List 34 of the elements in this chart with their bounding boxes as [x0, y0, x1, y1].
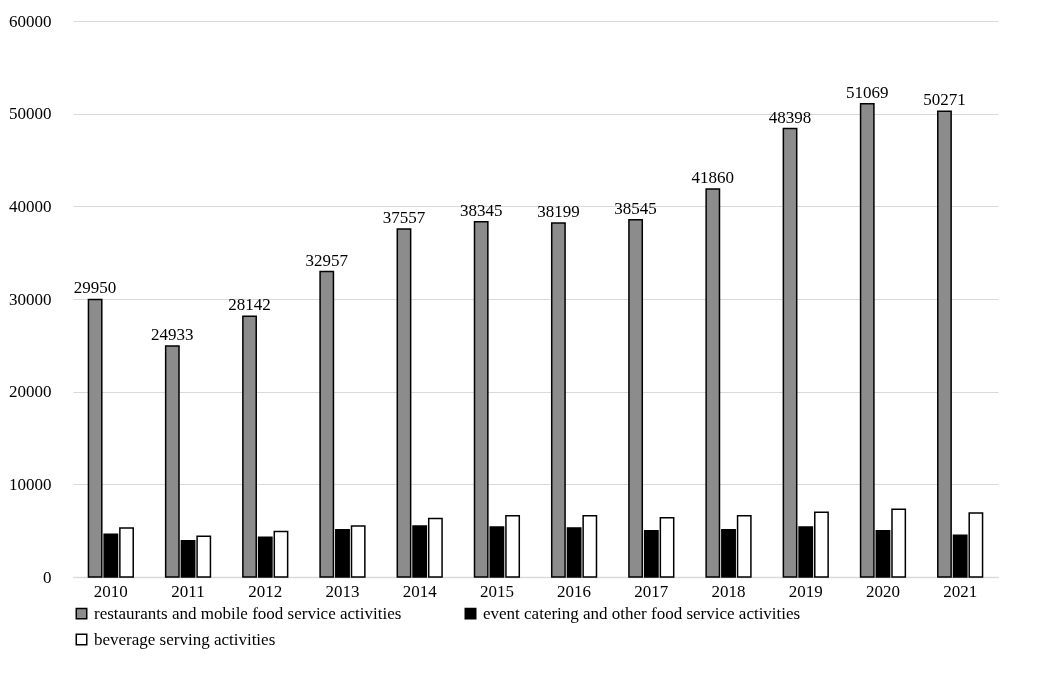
y-tick-label: 50000 [9, 104, 52, 124]
y-tick-label: 0 [43, 567, 52, 587]
x-tick-label: 2013 [325, 581, 360, 601]
legend-label: event catering and other food service activities [483, 603, 801, 623]
x-tick-label: 2014 [402, 581, 438, 601]
data-label: 50271 [923, 90, 966, 110]
data-label: 28142 [228, 295, 271, 315]
data-label: 38345 [459, 200, 503, 220]
x-tick-label: 2021 [943, 581, 978, 601]
legend-label: restaurants and mobile food service activities [94, 603, 402, 623]
data-label: 51069 [845, 82, 889, 102]
x-tick-label: 2018 [711, 581, 746, 601]
x-tick-label: 2019 [788, 581, 823, 601]
y-tick-label: 30000 [9, 289, 52, 309]
x-tick-label: 2011 [171, 581, 205, 601]
y-tick-label: 20000 [9, 382, 52, 402]
x-tick-label: 2010 [93, 581, 128, 601]
x-tick-label: 2020 [865, 581, 900, 601]
data-label: 37557 [382, 207, 426, 227]
y-tick-label: 10000 [9, 474, 52, 494]
y-tick-label: 60000 [9, 11, 52, 31]
data-label: 41860 [691, 168, 735, 188]
x-tick-label: 2016 [557, 581, 592, 601]
data-label: 48398 [768, 107, 812, 127]
data-label: 32957 [305, 250, 349, 270]
data-label: 24933 [151, 324, 194, 344]
x-tick-label: 2012 [248, 581, 283, 601]
data-label: 38199 [537, 202, 580, 222]
data-label: 29950 [73, 278, 117, 298]
data-label: 38545 [614, 198, 657, 218]
x-tick-label: 2015 [479, 581, 514, 601]
y-tick-label: 40000 [9, 196, 52, 216]
legend-label: beverage serving activities [94, 629, 276, 649]
x-tick-label: 2017 [634, 581, 669, 601]
